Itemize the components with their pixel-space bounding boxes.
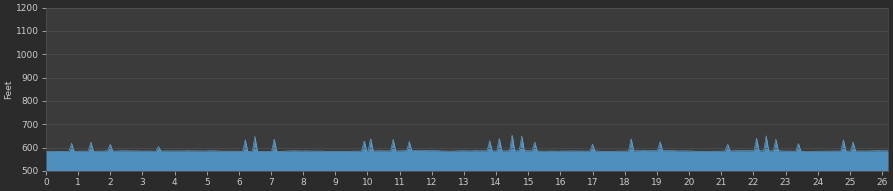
Y-axis label: Feet: Feet bbox=[4, 79, 13, 99]
